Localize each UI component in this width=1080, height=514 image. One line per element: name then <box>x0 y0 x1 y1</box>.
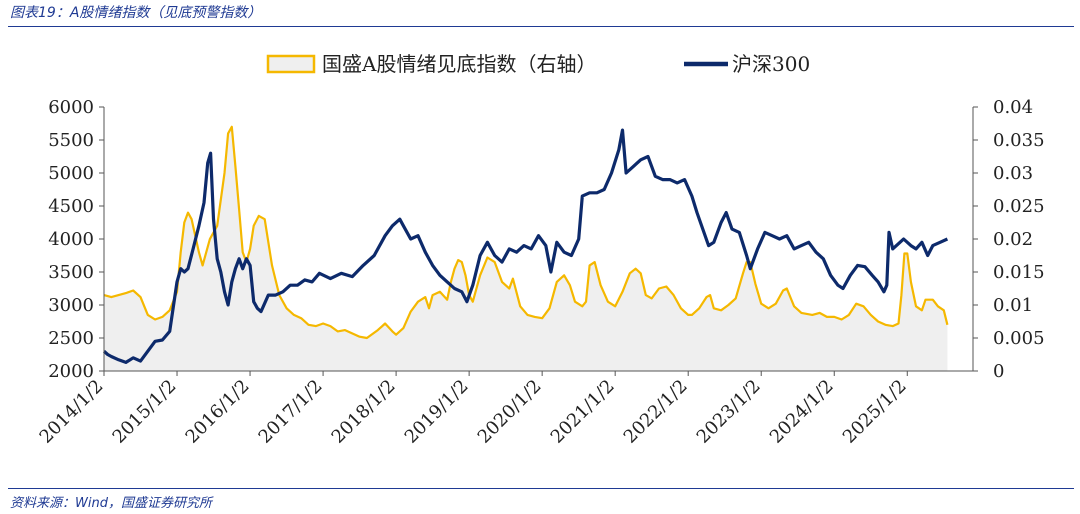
right-tick-label: 0.035 <box>993 130 1045 151</box>
source-note: 资料来源：Wind，国盛证券研究所 <box>10 496 212 511</box>
left-tick-label: 5500 <box>48 130 94 151</box>
hs300-line <box>102 128 949 364</box>
legend-label-index: 沪深300 <box>732 52 810 76</box>
sentiment-line <box>103 125 949 340</box>
figure-caption: 图表19：A股情绪指数（见底预警指数） <box>10 5 262 21</box>
index-line-layer <box>102 128 949 364</box>
left-tick-label: 2000 <box>48 361 94 382</box>
sentiment-area-layer <box>103 125 949 371</box>
right-tick-label: 0.025 <box>993 196 1045 217</box>
sentiment-area-fill <box>104 126 948 371</box>
x-tick-label: 2019/1/2 <box>401 376 473 448</box>
top-rule <box>8 26 1074 27</box>
left-tick-label: 2500 <box>48 328 94 349</box>
right-tick-label: 0.005 <box>993 328 1045 349</box>
x-tick-label: 2021/1/2 <box>547 376 619 448</box>
right-tick-label: 0 <box>993 361 1004 382</box>
x-tick-label: 2015/1/2 <box>109 376 181 448</box>
left-tick-label: 4500 <box>48 196 94 217</box>
left-tick-label: 3000 <box>48 295 94 316</box>
x-tick-label: 2022/1/2 <box>620 376 692 448</box>
x-tick-label: 2014/1/2 <box>36 376 108 448</box>
x-tick-label: 2018/1/2 <box>328 376 400 448</box>
x-tick-label: 2024/1/2 <box>766 376 838 448</box>
legend-label-sentiment: 国盛A股情绪见底指数（右轴） <box>322 52 596 76</box>
legend: 国盛A股情绪见底指数（右轴） 沪深300 <box>266 52 810 76</box>
bottom-rule <box>8 488 1074 489</box>
left-tick-label: 3500 <box>48 262 94 283</box>
left-tick-label: 6000 <box>48 97 94 118</box>
x-tick-label: 2025/1/2 <box>839 376 911 448</box>
left-tick-label: 4000 <box>48 229 94 250</box>
x-tick-label: 2020/1/2 <box>474 376 546 448</box>
right-tick-label: 0.015 <box>993 262 1045 283</box>
x-tick-label: 2023/1/2 <box>693 376 765 448</box>
right-tick-label: 0.02 <box>993 229 1033 250</box>
left-tick-label: 5000 <box>48 163 94 184</box>
right-tick-label: 0.04 <box>993 97 1033 118</box>
x-tick-label: 2016/1/2 <box>182 376 254 448</box>
x-tick-label: 2017/1/2 <box>255 376 327 448</box>
right-tick-label: 0.03 <box>993 163 1033 184</box>
right-tick-label: 0.01 <box>993 295 1033 316</box>
legend-swatch-sentiment <box>266 54 316 74</box>
